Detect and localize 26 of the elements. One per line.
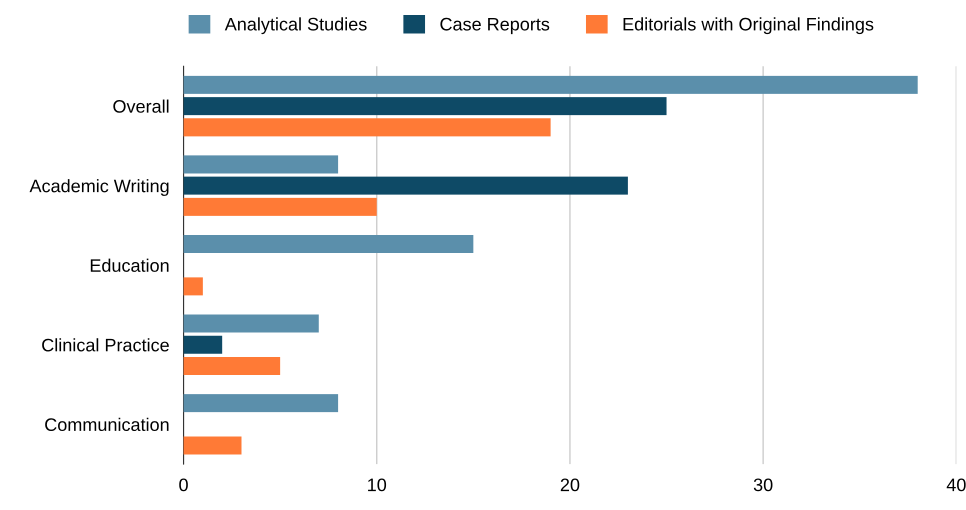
bar (184, 234, 474, 253)
legend-label: Editorials with Original Findings (624, 17, 874, 34)
x-tick-label: 0 (179, 478, 188, 492)
legend-label: Case Reports (440, 18, 550, 34)
y-tick-label: Clinical Practice (42, 338, 169, 352)
y-tick-label: Communication (45, 418, 168, 432)
bar (184, 356, 280, 375)
bar (184, 198, 377, 216)
x-tick-label: 10 (368, 478, 386, 492)
y-tick-label: Academic Writing (30, 179, 168, 196)
bar (184, 76, 918, 94)
legend-label: Analytical Studies (224, 17, 367, 34)
x-tick-label: 40 (946, 478, 966, 492)
bar (184, 436, 242, 455)
bar (184, 118, 551, 136)
bar (184, 336, 222, 354)
bar (184, 394, 338, 412)
bar (184, 314, 319, 333)
x-tick-label: 30 (754, 478, 772, 492)
x-tick-label: 20 (560, 478, 580, 492)
y-tick-label: Overall (113, 100, 168, 113)
bar (184, 176, 628, 195)
bar (184, 155, 338, 174)
y-tick-label: Education (90, 258, 168, 272)
bar (184, 97, 667, 116)
bar (184, 277, 203, 296)
